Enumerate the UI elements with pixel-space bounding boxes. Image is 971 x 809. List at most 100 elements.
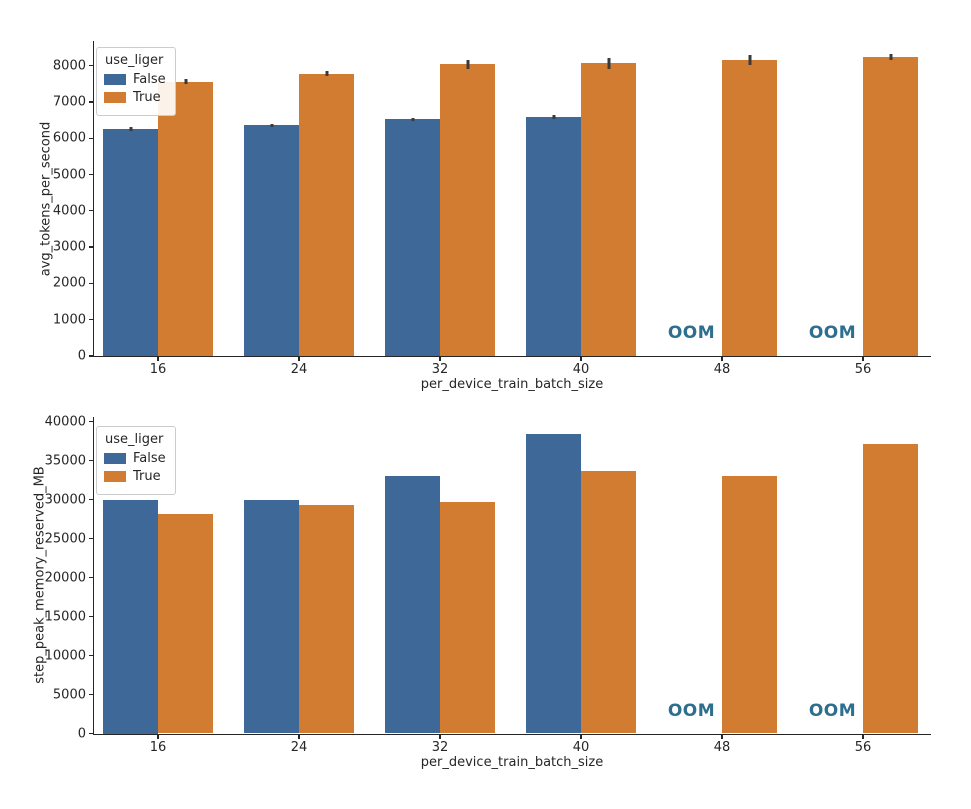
x-tick-label: 48 (713, 362, 731, 377)
legend: use_liger False True (96, 426, 176, 495)
y-axis-label: step_peak_memory_reserved_MB (32, 466, 48, 684)
y-tick (89, 101, 93, 103)
x-tick (862, 357, 864, 361)
legend-label: True (133, 90, 161, 105)
y-tick (89, 64, 93, 67)
y-axis-label: avg_tokens_per_second (38, 121, 54, 276)
x-tick (298, 357, 300, 361)
x-tick-label: 16 (149, 362, 167, 377)
y-tick (89, 355, 93, 357)
y-tick-label: 30000 (44, 492, 86, 507)
bar-true-32 (440, 64, 495, 356)
oom-annotation: OOM (667, 700, 716, 721)
x-tick (580, 357, 582, 361)
y-tick-label: 5000 (52, 167, 86, 182)
x-tick-label: 48 (713, 739, 731, 755)
bar-false-16 (103, 129, 158, 356)
bar-false-24 (244, 500, 299, 734)
bar-true-40 (581, 63, 636, 356)
y-tick (89, 459, 93, 462)
x-tick (721, 734, 723, 739)
oom-annotation: OOM (808, 700, 857, 721)
x-axis-spine (93, 356, 931, 358)
y-tick (89, 576, 93, 579)
y-tick-label: 4000 (52, 203, 86, 219)
legend-title: use_liger (105, 432, 164, 447)
y-tick-label: 40000 (44, 414, 86, 429)
y-tick-label: 2000 (52, 275, 86, 291)
y-axis-spine (93, 417, 95, 734)
legend-swatch-true (104, 471, 126, 482)
error-bar-false-40 (552, 114, 555, 119)
error-bar-false-24 (270, 124, 273, 127)
error-bar-true-16 (184, 79, 187, 85)
error-bar-false-32 (411, 117, 414, 122)
x-tick (439, 734, 441, 739)
y-tick-label: 1000 (52, 312, 86, 328)
x-tick (721, 357, 723, 361)
y-tick (89, 732, 93, 735)
x-tick (157, 734, 159, 739)
bar-true-56 (863, 57, 918, 356)
error-bar-true-48 (748, 55, 751, 66)
bar-false-32 (385, 119, 440, 356)
x-tick-label: 24 (290, 362, 308, 377)
y-tick (89, 282, 93, 285)
y-tick (89, 420, 93, 423)
oom-annotation: OOM (808, 323, 857, 343)
y-tick (89, 654, 93, 657)
x-tick-label: 16 (149, 739, 167, 755)
bar-true-48 (722, 60, 777, 356)
error-bar-false-16 (129, 127, 132, 131)
y-tick (89, 173, 93, 176)
y-tick (89, 498, 93, 501)
bar-true-32 (440, 501, 495, 734)
x-tick-label: 32 (431, 739, 449, 755)
bar-true-16 (158, 81, 213, 356)
y-tick (89, 615, 93, 618)
y-tick-label: 6000 (52, 130, 86, 146)
y-tick-label: 8000 (52, 58, 86, 74)
x-tick-label: 40 (572, 362, 590, 377)
y-tick (89, 210, 93, 212)
error-bar-true-40 (607, 57, 610, 69)
bar-false-40 (526, 433, 581, 734)
y-tick (89, 137, 93, 139)
error-bar-true-24 (325, 71, 328, 77)
x-tick-label: 32 (431, 362, 449, 377)
x-tick-label: 24 (290, 739, 308, 755)
error-bar-true-32 (466, 59, 469, 69)
legend: use_liger False True (96, 47, 176, 116)
y-tick-label: 10000 (44, 648, 86, 663)
y-tick (89, 693, 93, 696)
y-tick-label: 7000 (52, 94, 86, 110)
x-tick (298, 734, 300, 739)
y-tick-label: 5000 (52, 687, 86, 702)
x-axis-label: per_device_train_batch_size (420, 377, 604, 392)
bar-true-24 (299, 73, 354, 356)
y-tick-label: 20000 (44, 570, 86, 585)
x-tick-label: 56 (854, 739, 872, 755)
y-tick-label: 35000 (44, 453, 86, 468)
y-tick-label: 25000 (44, 531, 86, 546)
legend-entry: True (104, 91, 166, 104)
y-tick (89, 246, 93, 248)
bar-false-16 (103, 499, 158, 734)
legend-label: True (133, 469, 161, 484)
legend-entry: True (104, 470, 166, 483)
x-tick (580, 734, 582, 739)
bar-false-32 (385, 476, 440, 734)
bar-true-48 (722, 476, 777, 734)
y-tick (89, 537, 93, 540)
legend-entry: False (104, 452, 166, 465)
legend-swatch-true (104, 92, 126, 103)
bar-true-24 (299, 504, 354, 734)
bar-true-56 (863, 444, 918, 734)
x-tick-label: 56 (854, 362, 872, 377)
x-axis-label: per_device_train_batch_size (420, 754, 604, 770)
y-tick-label: 15000 (44, 609, 86, 624)
x-tick (862, 734, 864, 739)
oom-annotation: OOM (667, 323, 716, 343)
y-tick (89, 319, 93, 321)
